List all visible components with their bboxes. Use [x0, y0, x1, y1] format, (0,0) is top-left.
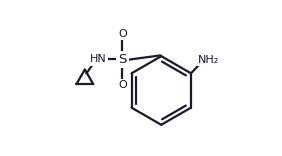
Text: HN: HN [90, 54, 107, 64]
Text: S: S [118, 53, 126, 66]
Text: O: O [118, 80, 127, 90]
Text: O: O [118, 29, 127, 39]
Text: NH₂: NH₂ [198, 55, 220, 65]
